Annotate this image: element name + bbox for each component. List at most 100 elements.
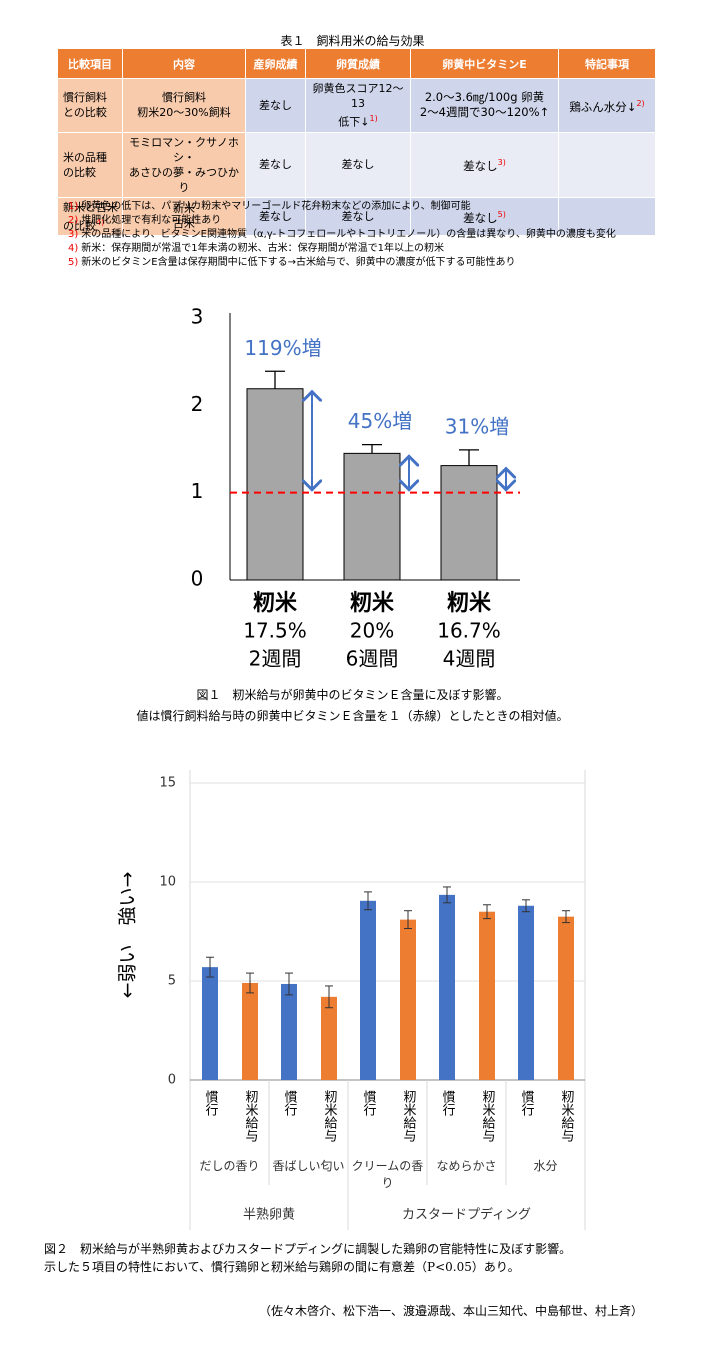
cell-text: 差なし <box>463 210 498 225</box>
cell-text: 差なし <box>341 158 375 172</box>
cell-text: 古米 <box>173 217 195 231</box>
cell-text: 2.0〜3.6㎎/100g 卵黄 <box>424 90 545 105</box>
cell-text: 新米 <box>173 202 195 216</box>
y-axis-label: ←弱い 強い→ <box>117 872 139 999</box>
table-cell: 卵黄色スコア12〜13 低下↓1) <box>305 78 411 133</box>
series-label: 慣行 <box>282 1089 298 1117</box>
note-mark: 5) <box>68 257 79 268</box>
header-cell: 卵黄中ビタミンE <box>410 48 559 79</box>
series-label: 慣行 <box>519 1089 535 1117</box>
x-tick-label: 4週間 <box>443 647 496 671</box>
category-label: クリームの香り <box>351 1159 424 1190</box>
category-label: 水分 <box>533 1159 558 1173</box>
table-cell: 2.0〜3.6㎎/100g 卵黄 2〜4週間で30〜120%↑ <box>410 78 559 133</box>
series-label: 籾米給与 <box>480 1090 496 1142</box>
y-tick-label: 1 <box>191 479 204 503</box>
bar <box>246 388 304 581</box>
cell-text: 卵黄色スコア12〜13 <box>312 82 404 110</box>
table-row: 新米と古米 の比較4) 新米 古米 差なし 差なし 差なし5) <box>57 196 656 237</box>
y-tick-label: 0 <box>168 1073 176 1088</box>
header-cell: 内容 <box>122 48 246 79</box>
table-cell: 差なし5) <box>410 196 559 237</box>
footnote-mark: 4) <box>96 217 105 227</box>
cell-text: 2〜4週間で30〜120%↑ <box>419 105 550 120</box>
table-cell <box>558 131 656 198</box>
cell-text: 新米と古米 <box>63 200 118 214</box>
table-cell: 差なし3) <box>410 131 559 198</box>
header-cell: 産卵成績 <box>245 48 306 79</box>
bar <box>281 983 297 1080</box>
x-tick-label: 20% <box>350 619 394 643</box>
bar <box>343 452 401 581</box>
bar <box>360 900 376 1080</box>
note-text: 新米のビタミンE含量は保存期間中に低下する→古米給与で、卵黄中の濃度が低下する可… <box>81 257 516 268</box>
x-tick-label: 17.5% <box>243 619 307 643</box>
bar <box>439 894 455 1080</box>
note: 3) 米の品種により、ビタミンE関連物質（α,γ-トコフェロールやトコトリエノール… <box>68 228 616 241</box>
table-cell: 新米 古米 <box>122 196 246 237</box>
table-cell: 差なし <box>305 196 411 237</box>
x-tick-label: 籾米 <box>447 591 492 616</box>
annotation: 31%増 <box>445 414 509 438</box>
series-label: 慣行 <box>203 1089 219 1117</box>
note: 5) 新米のビタミンE含量は保存期間中に低下する→古米給与で、卵黄中の濃度が低下す… <box>68 256 516 269</box>
note-mark: 4) <box>68 243 79 254</box>
table-cell: 鶏ふん水分↓2) <box>558 78 656 133</box>
bar <box>321 996 337 1080</box>
cell-text: 籾米20〜30%飼料 <box>137 106 231 120</box>
table-cell: モミロマン・クサノホシ・ あさひの夢・みつひかり <box>122 131 246 198</box>
table-cell: 慣行飼料 との比較 <box>57 78 123 133</box>
bar <box>400 919 416 1080</box>
bar <box>242 982 258 1080</box>
cell-text: 低下↓ <box>338 115 370 129</box>
header-cell: 特記事項 <box>558 48 656 79</box>
x-tick-label: 籾米 <box>350 591 395 616</box>
table-row: 慣行飼料 との比較 慣行飼料 籾米20〜30%飼料 差なし 卵黄色スコア12〜13 低下↓1… <box>57 78 656 133</box>
series-label: 籾米給与 <box>322 1090 338 1142</box>
bar <box>202 967 218 1080</box>
cell-text: あさひの夢・みつひかり <box>129 165 239 194</box>
bar <box>479 911 495 1080</box>
cell-text: 差なし <box>259 209 292 223</box>
cell-text: 米の品種 <box>63 150 107 164</box>
y-tick-label: 15 <box>159 776 176 791</box>
note: 4) 新米：保存期間が常温で1年未満の籾米、古米：保存期間が常温で1年以上の籾米 <box>68 242 444 255</box>
category-label: 香ばしい匂い <box>272 1159 345 1173</box>
table-cell: 新米と古米 の比較4) <box>57 196 123 237</box>
y-tick-label: 0 <box>191 567 204 591</box>
figure1-caption: 値は慣行飼料給与時の卵黄中ビタミンＥ含量を１（赤線）としたときの相対値。 <box>136 709 569 723</box>
cell-text: の比較 <box>63 165 96 179</box>
series-label: 慣行 <box>361 1089 377 1117</box>
y-tick-label: 5 <box>168 974 176 989</box>
table-cell: 差なし <box>245 196 306 237</box>
x-tick-label: 籾米 <box>253 591 298 616</box>
annotation: 119%増 <box>244 336 321 360</box>
note-text: 新米：保存期間が常温で1年未満の籾米、古米：保存期間が常温で1年以上の籾米 <box>81 243 444 254</box>
note-mark: 2) <box>68 215 79 226</box>
footnote-mark: 2) <box>636 98 645 108</box>
group-label: 半熟卵黄 <box>243 1207 295 1223</box>
cell-text: 差なし <box>259 98 292 112</box>
note-mark: 3) <box>68 229 79 240</box>
x-tick-label: 16.7% <box>437 619 501 643</box>
bar <box>518 905 534 1080</box>
group-label: カスタードプディング <box>402 1207 531 1223</box>
cell-text: との比較 <box>63 106 107 120</box>
table-cell: 米の品種 の比較 <box>57 131 123 198</box>
table-cell: 差なし <box>245 78 306 133</box>
cell-text: 差なし <box>463 159 498 174</box>
category-label: だしの香り <box>199 1159 260 1173</box>
bar <box>440 465 498 581</box>
note-text: 米の品種により、ビタミンE関連物質（α,γ-トコフェロールやトコトリエノール）の… <box>81 229 616 240</box>
series-label: 籾米給与 <box>559 1090 575 1142</box>
note-text: 堆肥化処理で有利な可能性あり <box>81 215 222 226</box>
footnote-mark: 5) <box>497 210 506 220</box>
figure2-caption: 図２ 籾米給与が半熟卵黄およびカスタードプディングに調製した鶏卵の官能特性に及ぼ… <box>44 1242 572 1256</box>
cell-text: 鶏ふん水分↓ <box>569 99 637 114</box>
series-label: 籾米給与 <box>401 1090 417 1142</box>
cell-text: 慣行飼料 <box>63 91 107 105</box>
y-tick-label: 3 <box>191 305 204 329</box>
note: 1) 卵黄色の低下は、パプリカ粉末やマリーゴールド花弁粉末などの添加により、制御可… <box>68 200 471 213</box>
